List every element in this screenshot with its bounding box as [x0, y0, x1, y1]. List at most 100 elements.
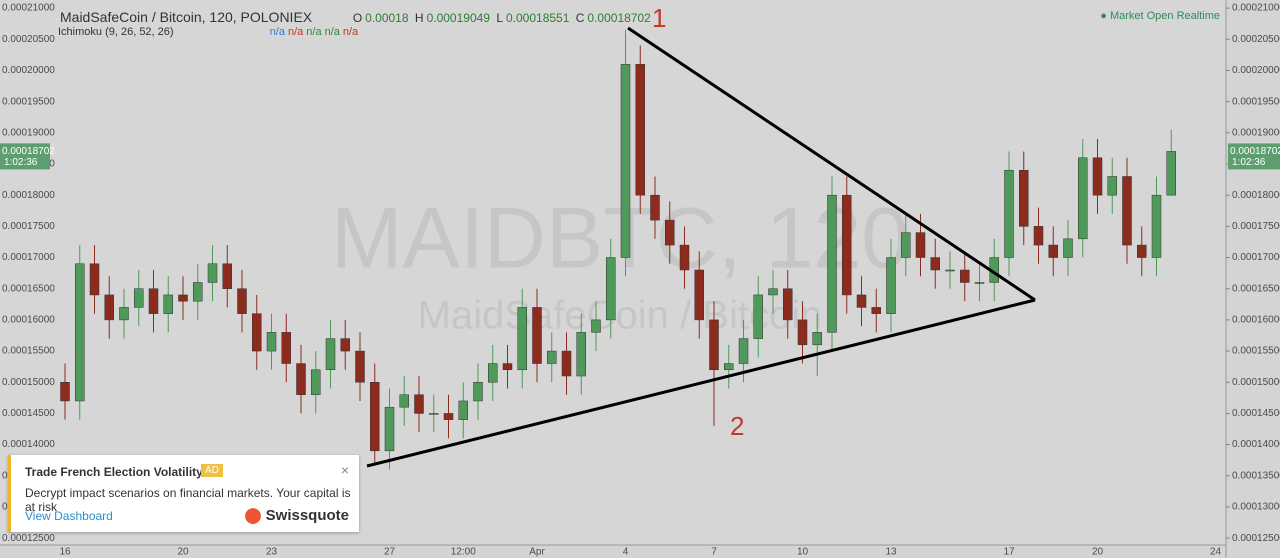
x-tick-label: 16: [59, 547, 71, 558]
ohlc-label: C: [575, 11, 585, 25]
candle-body: [517, 307, 527, 371]
candle-body: [134, 288, 144, 308]
candle-body: [738, 338, 749, 364]
candle-body: [532, 307, 542, 364]
status: Market Open Realtime: [1109, 10, 1220, 22]
x-tick-label: 13: [885, 547, 897, 558]
ad-text: Decrypt impact scenarios on financial ma…: [25, 486, 351, 514]
candle-body: [1004, 169, 1014, 258]
annotation: 2: [730, 411, 744, 441]
y-tick-label: 0.00017000: [1232, 252, 1280, 263]
symbol: MaidSafeCoin / Bitcoin, 120, POLONIEX: [60, 9, 313, 25]
candle-body: [724, 363, 734, 371]
x-tick-label: 4: [623, 547, 629, 558]
candle-body: [458, 400, 468, 420]
candle-body: [370, 381, 380, 452]
y-tick-label: 0.00018000: [2, 190, 55, 201]
candle-body: [252, 313, 262, 352]
x-tick-label: 20: [177, 547, 189, 558]
candle-body: [915, 232, 926, 258]
candle-body: [827, 194, 837, 333]
candle-body: [384, 406, 395, 452]
candle-body: [694, 269, 704, 321]
y-tick-label: 0.00012500: [1232, 533, 1280, 544]
candle-body: [193, 282, 203, 302]
market-status: ● Market Open Realtime: [1100, 10, 1220, 22]
candle-body: [1151, 194, 1162, 258]
candle-body: [650, 194, 660, 221]
candle-body: [502, 363, 513, 371]
ad-brand: ⬤ Swissquote: [244, 507, 349, 524]
candle-body: [930, 257, 940, 271]
watermark: MAIDBTC, 120: [331, 191, 909, 287]
y-tick-label: 0.00019000: [2, 127, 55, 138]
candle-body: [148, 288, 159, 314]
y-tick-label: 0.00017500: [1232, 221, 1280, 232]
indicator-value: n/a: [324, 26, 340, 38]
x-tick-label: 24: [1210, 547, 1222, 558]
candle-body: [842, 194, 852, 296]
brand: Swissquote: [265, 507, 349, 524]
candle-body: [665, 219, 675, 246]
candle-body: [237, 288, 247, 314]
indicator-value: n/a: [306, 26, 322, 38]
ad-badge: AD: [201, 464, 223, 477]
candle-body: [75, 263, 85, 402]
y-tick-label: 0.00017000: [2, 252, 55, 263]
y-tick-label: 0.00020500: [2, 34, 55, 45]
candle-body: [753, 294, 763, 339]
candle-body: [1137, 244, 1147, 258]
indicator-value: n/a: [269, 26, 285, 38]
candle-body: [119, 307, 129, 321]
ohlc-value: 0.00018702: [587, 11, 651, 25]
x-tick-label: 12:00: [451, 547, 476, 558]
ad-close[interactable]: ×: [340, 462, 349, 478]
candle-body: [783, 288, 793, 321]
x-tick-label: 10: [797, 547, 809, 558]
y-tick-label: 0.00013500: [1232, 470, 1280, 481]
y-tick-label: 0.00016000: [1232, 315, 1280, 326]
candle-body: [281, 332, 291, 364]
candle-body: [266, 332, 277, 352]
candle-body: [311, 369, 321, 395]
candle-body: [399, 394, 409, 408]
ohlc-value: 0.00018: [365, 11, 409, 25]
x-tick-label: 17: [1003, 547, 1015, 558]
candle-body: [222, 263, 232, 289]
candle-body: [591, 319, 601, 333]
candle-body: [679, 244, 690, 271]
ad-link[interactable]: View Dashboard: [25, 509, 113, 523]
candle-body: [812, 332, 822, 346]
y-tick-label: 0.00021000: [1232, 3, 1280, 14]
y-tick-label: 0.00019000: [1232, 127, 1280, 138]
candle-body: [886, 257, 896, 314]
ad-popup: Trade French Election Volatility AD × De…: [8, 455, 359, 532]
ohlc-value: 0.00018551: [506, 11, 570, 25]
y-tick-label: 0.00015500: [1232, 346, 1280, 357]
y-tick-label: 0.00015000: [2, 377, 55, 388]
ohlc-label: H: [414, 11, 424, 25]
indicator-value: n/a: [342, 26, 359, 38]
indicator: Ichimoku (9, 26, 52, 26): [58, 26, 174, 38]
x-tick-label: 23: [266, 547, 278, 558]
x-tick-label: Apr: [529, 547, 545, 558]
candle-body: [89, 263, 100, 296]
candle-body: [429, 413, 439, 415]
y-tick-label: 0.00012500: [2, 533, 55, 544]
candle-body: [488, 363, 498, 383]
ohlc-label: L: [496, 11, 503, 25]
candle-body: [473, 381, 483, 402]
candle-body: [561, 350, 572, 377]
candle-body: [414, 394, 424, 414]
price-label: 0.00018702: [1230, 146, 1280, 157]
y-tick-label: 0.00014000: [2, 439, 55, 450]
candle-body: [871, 307, 881, 314]
candle-body: [1019, 169, 1029, 227]
candle-body: [974, 282, 985, 284]
ohlc-label: O: [352, 11, 363, 25]
candle-body: [1122, 176, 1132, 246]
candle-body: [325, 338, 336, 371]
y-tick-label: 0.00020000: [2, 65, 55, 76]
